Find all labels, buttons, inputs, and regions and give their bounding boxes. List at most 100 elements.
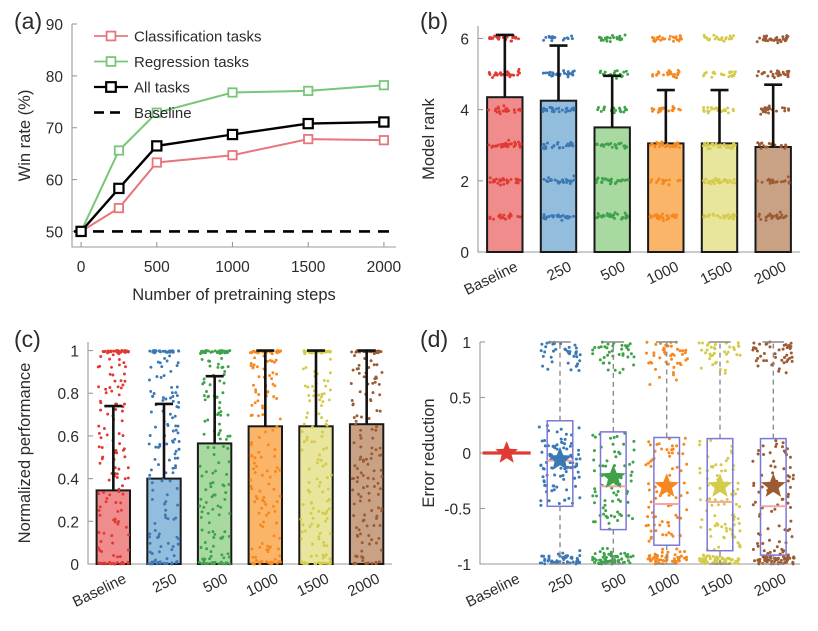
svg-b-scatter-point — [653, 144, 657, 148]
svg-c-scatter-point — [117, 358, 121, 361]
svg-c-scatter-point — [117, 432, 121, 436]
svg-c-scatter-point — [215, 351, 219, 355]
svg-c-scatter-point — [228, 349, 232, 353]
panel-d-scatter-point — [761, 542, 765, 545]
svg-c-scatter-point — [311, 516, 315, 520]
panel-d-scatter-point — [759, 354, 763, 358]
svg-c-scatter-point — [350, 477, 354, 481]
panel-d-scatter-point — [591, 433, 595, 437]
svg-c-scatter-point — [375, 409, 379, 413]
svg-c-scatter-point — [320, 434, 324, 438]
svg-b-scatter-point — [729, 37, 733, 41]
panel-d-scatter-point — [545, 341, 549, 345]
svg-c-scatter-point — [253, 356, 257, 360]
svg-b-scatter-point — [706, 147, 710, 151]
svg-c-scatter-point — [225, 472, 229, 476]
svg-b-scatter-point — [733, 181, 737, 185]
svg-b-scatter-point — [494, 177, 498, 181]
svg-b-yaxis-title: Model rank — [420, 97, 438, 179]
svg-c-scatter-point — [317, 561, 321, 565]
svg-b-scatter-point — [509, 177, 513, 181]
svg-b-scatter-point — [726, 213, 730, 217]
svg-c-scatter-point — [149, 365, 153, 369]
svg-b-scatter-group — [540, 34, 576, 222]
svg-c-scatter-point — [116, 522, 120, 526]
svg-c-scatter-point — [121, 492, 125, 496]
svg-c-scatter-point — [355, 467, 359, 470]
svg-b-scatter-point — [652, 214, 656, 218]
panel-d-scatter-point — [754, 359, 758, 363]
svg-c-scatter-point — [107, 562, 111, 566]
panel-d-scatter-point — [620, 347, 624, 351]
panel-d-scatter-point — [601, 361, 605, 365]
svg-c-scatter-point — [311, 506, 315, 510]
panel-d-scatter-point — [569, 368, 573, 372]
panel-d-scatter-point — [541, 467, 545, 470]
svg-b-scatter-point — [764, 36, 768, 40]
svg-b-scatter-point — [499, 142, 503, 146]
panel-d-scatter-point — [649, 535, 653, 539]
panel-d-scatter-point — [679, 554, 683, 558]
panel-d-scatter-point — [766, 527, 770, 531]
panel-d-scatter-point — [781, 347, 785, 351]
svg-b-scatter-point — [600, 143, 604, 147]
svg-c-scatter-point — [267, 547, 271, 551]
panel-d-scatter-point — [571, 560, 575, 564]
panel-d-scatter-point — [609, 436, 612, 440]
panel-d-scatter-point — [664, 533, 668, 537]
panel-a-series-marker — [302, 117, 314, 130]
panel-d-scatter-point — [711, 363, 715, 367]
panel-d-scatter-point — [555, 443, 559, 447]
panel-a-series-marker — [113, 182, 125, 195]
panel-d-scatter-point — [566, 465, 570, 469]
panel-d-scatter-point — [628, 342, 632, 346]
panel-d-scatter-point — [788, 466, 792, 469]
svg-b-scatter-point — [732, 178, 736, 182]
svg-c-scatter-point — [354, 419, 358, 423]
svg-c-scatter-point — [175, 385, 179, 389]
svg-c-scatter-point — [177, 447, 181, 451]
svg-c-scatter-point — [209, 554, 213, 558]
svg-b-bar — [486, 96, 524, 253]
panel-d-scatter-point — [631, 460, 635, 464]
svg-c-scatter-point — [302, 440, 306, 444]
svg-c-scatter-point — [366, 476, 370, 480]
panel-d-scatter-point — [788, 485, 792, 489]
svg-c-scatter-point — [320, 404, 323, 408]
svg-b-scatter-point — [561, 178, 565, 182]
svg-c-scatter-point — [352, 561, 356, 565]
panel-d-scatter-point — [765, 555, 769, 559]
panel-d-scatter-point — [706, 561, 710, 565]
svg-c-scatter-point — [220, 553, 224, 557]
svg-b-scatter-point — [553, 178, 557, 182]
svg-b-scatter-point — [608, 36, 612, 40]
panel-d-scatter-point — [790, 359, 794, 363]
svg-c-scatter-point — [120, 409, 124, 413]
svg-b-scatter-point — [718, 145, 722, 149]
panel-d-scatter-point — [756, 452, 760, 456]
svg-b-scatter-point — [671, 35, 675, 39]
svg-c-scatter-point — [304, 366, 308, 369]
panel-d-scatter-point — [782, 555, 785, 559]
svg-c-scatter-point — [374, 560, 378, 564]
svg-b-scatter-point — [677, 107, 681, 111]
panel-d-scatter-point — [722, 502, 726, 506]
svg-b-scatter-point — [650, 142, 654, 146]
svg-c-scatter-point — [368, 542, 371, 546]
svg-c-scatter-point — [358, 433, 362, 437]
panel-d-scatter-point — [786, 495, 790, 499]
panel-d-scatter-point — [561, 474, 565, 477]
svg-b-scatter-point — [518, 178, 522, 182]
svg-b-scatter-point — [730, 180, 734, 184]
panel-a-xtick-label: 1000 — [215, 259, 250, 276]
svg-c-scatter-point — [114, 408, 118, 411]
svg-c-scatter-point — [307, 481, 311, 484]
panel-d-scatter-point — [675, 465, 679, 469]
svg-b-scatter-point — [706, 109, 710, 113]
svg-b-scatter-point — [570, 142, 574, 145]
svg-b-scatter-point — [542, 142, 546, 146]
panel-d-scatter-point — [667, 524, 671, 528]
svg-b-scatter-point — [546, 141, 549, 145]
svg-c-scatter-point — [118, 442, 122, 446]
svg-b-scatter-point — [544, 35, 548, 39]
